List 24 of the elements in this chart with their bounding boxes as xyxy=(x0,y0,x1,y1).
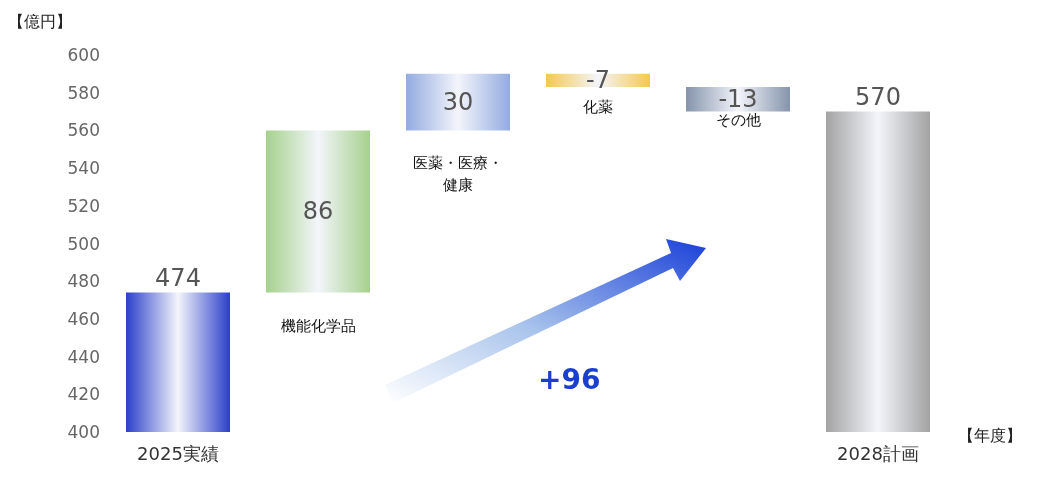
y-tick-label: 400 xyxy=(67,422,100,443)
x-tick-label: 2025実績 xyxy=(137,443,219,464)
data-label: -7 xyxy=(586,66,610,95)
y-tick-label: 420 xyxy=(67,384,100,405)
y-tick-label: 580 xyxy=(67,82,100,103)
y-axis-title: 【億円】 xyxy=(8,12,72,33)
y-tick-label: 600 xyxy=(67,45,100,66)
data-label: 86 xyxy=(302,197,334,226)
y-tick-label: 540 xyxy=(67,158,100,179)
data-label: 30 xyxy=(442,88,474,117)
x-tick-label: 医薬・医療・健康 xyxy=(412,153,504,197)
x-tick-label: 化薬 xyxy=(582,96,614,118)
annotation: +96 xyxy=(538,363,601,396)
data-label: 474 xyxy=(155,263,201,292)
x-axis-title: 【年度】 xyxy=(958,426,1022,447)
y-tick-label: 480 xyxy=(67,271,100,292)
data-label: 570 xyxy=(855,82,901,111)
y-tick-label: 560 xyxy=(67,120,100,141)
y-tick-label: 520 xyxy=(67,195,100,216)
y-tick-label: 460 xyxy=(67,308,100,329)
x-tick-label: 2028計画 xyxy=(837,443,919,464)
y-tick-label: 500 xyxy=(67,233,100,254)
y-tick-label: 440 xyxy=(67,346,100,367)
x-tick-label: 機能化学品 xyxy=(279,315,357,337)
